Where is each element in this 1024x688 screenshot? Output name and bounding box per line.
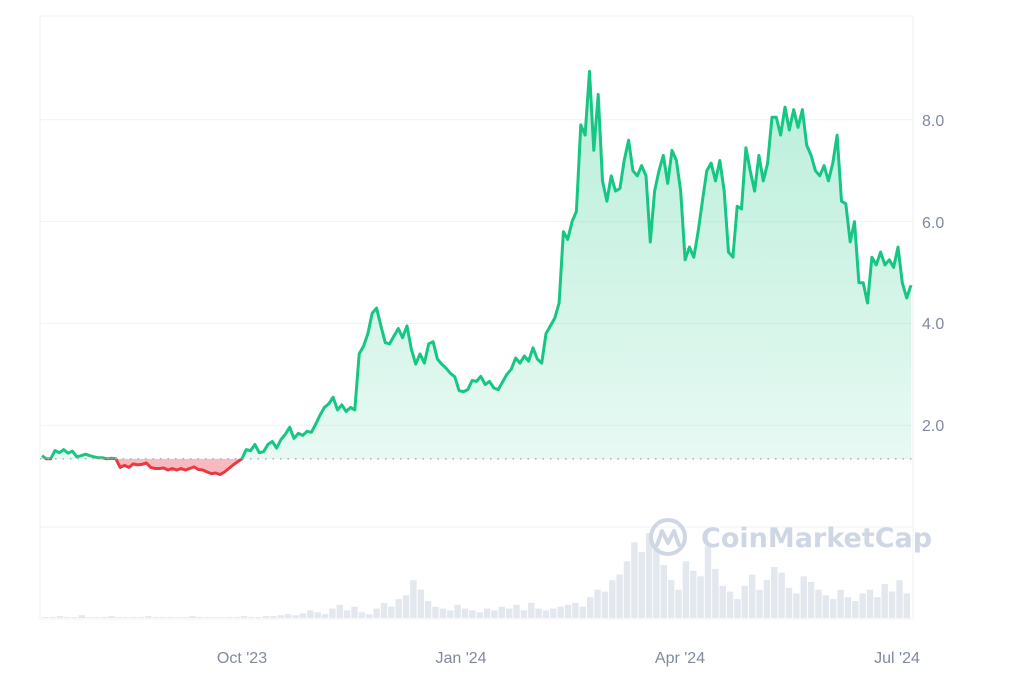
x-axis: Oct '23 Jan '24 Apr '24 Jul '24 (217, 650, 920, 667)
price-area-up (41, 69, 913, 459)
price-area-down (43, 458, 244, 477)
coinmarketcap-watermark: CoinMarketCap (649, 518, 932, 556)
watermark-text: CoinMarketCap (701, 523, 932, 554)
x-tick-label: Jan '24 (435, 650, 486, 667)
x-tick-label: Apr '24 (655, 650, 705, 667)
volume-bars (42, 533, 910, 618)
y-tick-label: 8.0 (922, 113, 944, 130)
y-tick-label: 4.0 (922, 316, 944, 333)
coinmarketcap-logo-icon (649, 518, 687, 556)
x-tick-label: Jul '24 (874, 650, 920, 667)
y-tick-label: 2.0 (922, 418, 944, 435)
y-tick-label: 6.0 (922, 215, 944, 232)
y-axis: 2.0 4.0 6.0 8.0 (922, 113, 944, 435)
x-tick-label: Oct '23 (217, 650, 267, 667)
